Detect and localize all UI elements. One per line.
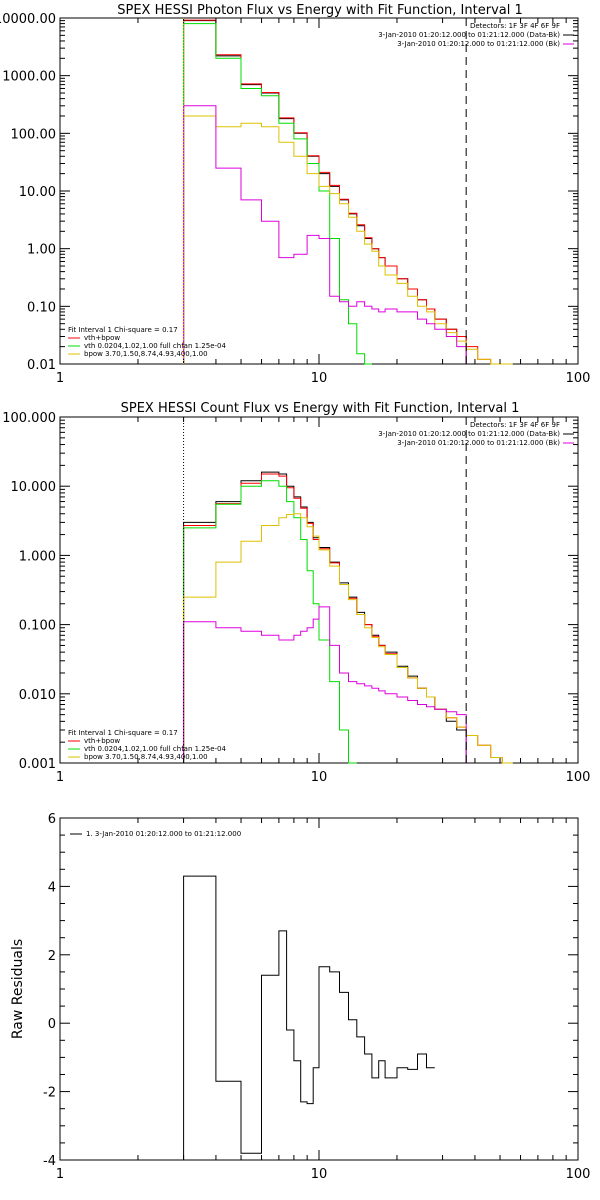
series-bk	[183, 105, 467, 364]
count-vth-label: vth 0.0204,1.02,1.00 full chfan 1.25e-04	[84, 745, 226, 753]
count-flux-top-legend: Detectors: 1F 3F 4F 6F 9F 3-Jan-2010 01:…	[378, 421, 574, 447]
series-bk	[183, 606, 467, 763]
series-vth	[183, 23, 372, 365]
series-fit	[183, 19, 503, 365]
series-total	[183, 20, 478, 365]
y-tick-label: 0.001	[19, 757, 56, 772]
x-tick-label: 10	[311, 1167, 328, 1182]
residuals-y-axis-label: Raw Residuals	[10, 939, 26, 1039]
y-tick-label: 1.00	[27, 243, 56, 258]
photon-vth-label: vth 0.0204,1.02,1.00 full chfan 1.25e-04	[84, 342, 226, 350]
y-tick-label: 100.00	[11, 127, 57, 142]
y-tick-label: 0.010	[19, 688, 56, 703]
photon-fit-legend: Fit Interval 1 Chi-square = 0.17 vth+bpo…	[68, 326, 226, 358]
x-tick-label: 100	[566, 371, 591, 386]
residuals-axes: 1 10 100 -4 -2 0 2 4 6	[43, 812, 590, 1182]
count-fit-legend: Fit Interval 1 Chi-square = 0.17 vth+bpo…	[68, 729, 226, 761]
photon-flux-series-group	[183, 19, 513, 365]
y-tick-label: 10.000	[11, 480, 57, 495]
x-tick-label: 1	[56, 1167, 64, 1182]
y-tick-label: 10000.00	[0, 12, 56, 27]
count-flux-plot-frame	[59, 416, 579, 764]
photon-fit-interval-label: Fit Interval 1 Chi-square = 0.17	[68, 326, 178, 334]
photon-flux-title: SPEX HESSI Photon Flux vs Energy with Fi…	[117, 3, 523, 18]
y-tick-label: 2	[48, 949, 56, 964]
series-vth	[183, 480, 357, 764]
y-tick-label: 4	[48, 880, 56, 895]
photon-flux-panel: SPEX HESSI Photon Flux vs Energy with Fi…	[0, 3, 590, 386]
count-bpow-label: bpow 3.70,1.50,8.74,4.93,400,1.00	[84, 753, 208, 761]
photon-fit-label: vth+bpow	[84, 334, 120, 342]
photon-flux-axes: 1 10 100 0.01 0.10 1.00 10.00 100.00 1000.00 1000…	[0, 12, 590, 386]
y-tick-label: 0.10	[27, 300, 56, 315]
y-tick-label: -2	[43, 1086, 56, 1101]
series-total	[183, 471, 478, 764]
photon-flux-top-legend: Detectors: 1F 3F 4F 6F 9F 3-Jan-2010 01:…	[378, 22, 574, 48]
photon-bpow-label: bpow 3.70,1.50,8.74,4.93,400,1.00	[84, 350, 208, 358]
y-tick-label: 10.00	[19, 185, 56, 200]
count-flux-panel: SPEX HESSI Count Flux vs Energy with Fit…	[2, 401, 590, 785]
count-flux-title: SPEX HESSI Count Flux vs Energy with Fit…	[121, 401, 520, 416]
series-fit	[183, 473, 513, 764]
series-bpow	[183, 115, 513, 365]
residuals-panel: 1 10 100 -4 -2 0 2 4 6 Raw Residuals 1. 3-Jan-20…	[10, 812, 590, 1182]
y-tick-label: 0.01	[27, 358, 56, 373]
count-bk-label: 3-Jan-2010 01:20:12.000 to 01:21:12.000 …	[397, 439, 560, 447]
count-flux-series-group	[183, 471, 513, 764]
count-data-bk-label: 3-Jan-2010 01:20:12.000 to 01:21:12.000 …	[378, 430, 560, 438]
series-residuals	[183, 875, 435, 1160]
x-tick-label: 100	[566, 1167, 591, 1182]
count-flux-axes: 1 10 100 0.001 0.010 0.100 1.000 10.000 100.000	[2, 411, 590, 785]
series-bpow	[183, 513, 513, 764]
photon-bk-label: 3-Jan-2010 01:20:12.000 to 01:21:12.000 …	[397, 40, 560, 48]
count-detectors-label: Detectors: 1F 3F 4F 6F 9F	[470, 421, 560, 429]
y-tick-label: 100.000	[2, 411, 56, 426]
residuals-legend-label: 1. 3-Jan-2010 01:20:12.000 to 01:21:12.0…	[86, 830, 241, 838]
x-tick-label: 10	[311, 770, 328, 785]
photon-detectors-label: Detectors: 1F 3F 4F 6F 9F	[470, 22, 560, 30]
y-tick-label: 0.100	[19, 619, 56, 634]
count-fit-label: vth+bpow	[84, 737, 120, 745]
x-tick-label: 1	[56, 371, 64, 386]
y-tick-label: 1.000	[19, 549, 56, 564]
y-tick-label: 0	[48, 1017, 56, 1032]
x-tick-label: 1	[56, 770, 64, 785]
photon-data-bk-label: 3-Jan-2010 01:20:12.000 to 01:21:12.000 …	[378, 31, 560, 39]
y-tick-label: 1000.00	[2, 70, 56, 85]
y-tick-label: 6	[48, 812, 56, 827]
count-fit-interval-label: Fit Interval 1 Chi-square = 0.17	[68, 729, 178, 737]
x-tick-label: 100	[566, 770, 591, 785]
residuals-series-group	[183, 875, 435, 1160]
y-tick-label: -4	[43, 1154, 56, 1169]
x-tick-label: 10	[311, 371, 328, 386]
residuals-legend: 1. 3-Jan-2010 01:20:12.000 to 01:21:12.0…	[70, 830, 241, 838]
